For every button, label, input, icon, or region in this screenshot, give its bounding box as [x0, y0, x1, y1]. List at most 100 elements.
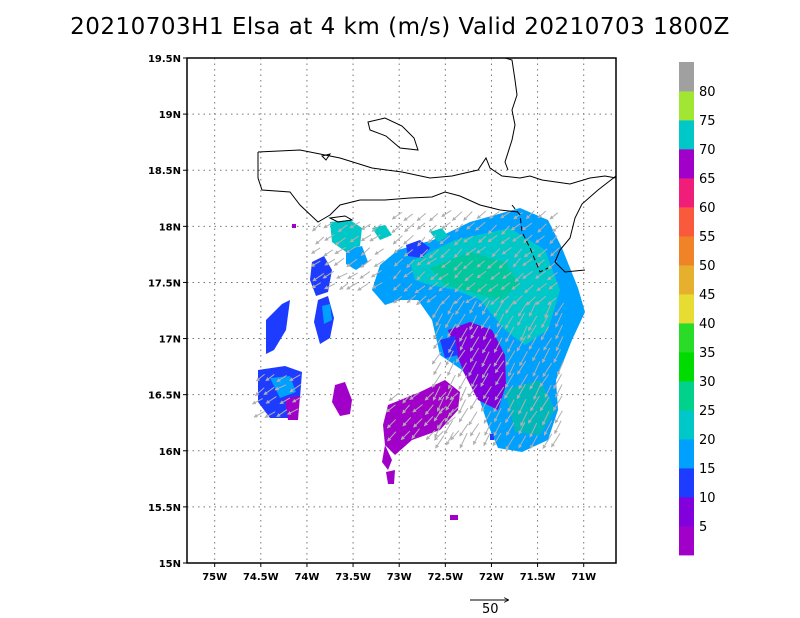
- wind-vector: [537, 210, 547, 219]
- wind-vector: [500, 295, 510, 304]
- wind-vector: [533, 385, 541, 401]
- wind-vector: [435, 435, 445, 449]
- wind-vector: [276, 409, 288, 418]
- colorbar-swatch: [679, 381, 694, 411]
- wind-vector: [494, 324, 503, 339]
- map-frame: [186, 57, 617, 564]
- wind-vector: [451, 211, 463, 221]
- wind-vector: [391, 223, 403, 234]
- wind-vector: [522, 258, 533, 266]
- wind-vector: [254, 387, 265, 397]
- wind-vector: [469, 423, 480, 437]
- colorbar-label: 25: [699, 404, 716, 419]
- wind-vector: [469, 315, 477, 331]
- wind-vector: [492, 432, 502, 447]
- wind-vector: [483, 432, 491, 447]
- wind-vector: [470, 325, 479, 340]
- wind-vector: [251, 398, 263, 405]
- colorbar-label: 20: [699, 433, 716, 448]
- wind-vector: [347, 272, 358, 280]
- wind-vector: [335, 237, 346, 246]
- wind-vector: [529, 375, 539, 390]
- wind-vector: [426, 257, 437, 265]
- wind-vector: [373, 260, 385, 268]
- wind-vector: [360, 234, 372, 242]
- lon-tick-label: 73.5W: [335, 572, 371, 583]
- wind-vector: [517, 312, 525, 326]
- wind-vector: [359, 271, 371, 279]
- colorbar-label: 50: [699, 259, 716, 274]
- wind-vector: [371, 282, 383, 289]
- wind-vector: [357, 282, 369, 291]
- colorbar-swatch: [679, 207, 694, 237]
- lon-tick-label: 71W: [571, 572, 596, 583]
- wind-vector: [493, 351, 504, 367]
- colorbar-swatch: [679, 120, 694, 150]
- wind-vector: [448, 339, 456, 354]
- wind-vector: [459, 327, 468, 342]
- wind-vector: [537, 223, 547, 233]
- wind-vector: [346, 258, 358, 268]
- wind-vector: [455, 349, 466, 363]
- wind-vector: [555, 336, 564, 352]
- wind-vector: [424, 391, 435, 401]
- wind-vector: [504, 385, 514, 399]
- wind-vector: [445, 386, 453, 401]
- wind-vector: [447, 323, 457, 338]
- wind-vector: [349, 221, 360, 229]
- wind-vector: [427, 234, 437, 244]
- wind-vector: [387, 431, 397, 442]
- wind-vector: [360, 247, 371, 257]
- wind-vector: [476, 270, 487, 279]
- wind-vector: [535, 235, 545, 244]
- wind-vector: [323, 249, 334, 257]
- lat-tick-label: 17N: [159, 335, 181, 346]
- wind-vector: [519, 351, 528, 367]
- wind-vector: [425, 430, 436, 441]
- wind-vector: [493, 337, 503, 354]
- wind-vector: [490, 272, 501, 280]
- wind-vector: [454, 237, 463, 246]
- wind-vector: [449, 392, 459, 401]
- wind-vector: [483, 410, 492, 424]
- wind-vector: [469, 336, 480, 352]
- wind-vector: [525, 210, 535, 220]
- reference-vector: 50: [470, 600, 508, 617]
- lat-tick-label: 17.5N: [148, 278, 181, 289]
- wind-vector: [400, 430, 411, 441]
- wind-vector: [311, 282, 321, 289]
- coast-haiti: [257, 149, 616, 185]
- wind-vector: [530, 435, 538, 449]
- longitude-axis: 75W 74.5W 74W 73.5W 73W 72.5W 72W 71.5W 71W: [202, 563, 596, 583]
- wind-vector: [471, 373, 479, 388]
- wind-vector: [391, 211, 403, 220]
- wind-vector: [276, 375, 287, 383]
- wind-vector: [432, 386, 441, 401]
- wind-vector: [371, 223, 382, 232]
- wind-vector: [468, 384, 478, 398]
- wind-vector: [310, 260, 321, 267]
- colorbar-swatch: [679, 149, 694, 179]
- wind-vector: [289, 374, 301, 382]
- wind-vector: [310, 247, 321, 254]
- wind-vector: [411, 428, 420, 440]
- colorbar: 5 10 15 20 25 30 35 40 45 50 55 60 65 70 75 80: [679, 62, 716, 556]
- wind-vector: [393, 269, 402, 280]
- wind-vector: [433, 323, 441, 340]
- wind-vector: [465, 247, 477, 256]
- wind-vector: [478, 235, 487, 243]
- colorbar-swatch: [679, 265, 694, 295]
- wind-vector: [445, 312, 454, 329]
- lat-tick-label: 15.5N: [148, 503, 181, 514]
- wind-vector: [468, 361, 477, 377]
- lon-tick-label: 73W: [387, 572, 412, 583]
- wind-vector: [441, 210, 452, 217]
- wind-vector: [553, 373, 563, 390]
- wind-vector: [552, 224, 561, 233]
- wind-vector: [465, 295, 476, 304]
- wind-vector: [491, 248, 501, 258]
- wind-vectors: [251, 210, 565, 451]
- colorbar-swatch: [679, 526, 694, 556]
- wind-vector: [447, 374, 456, 390]
- wind-vector: [360, 259, 372, 268]
